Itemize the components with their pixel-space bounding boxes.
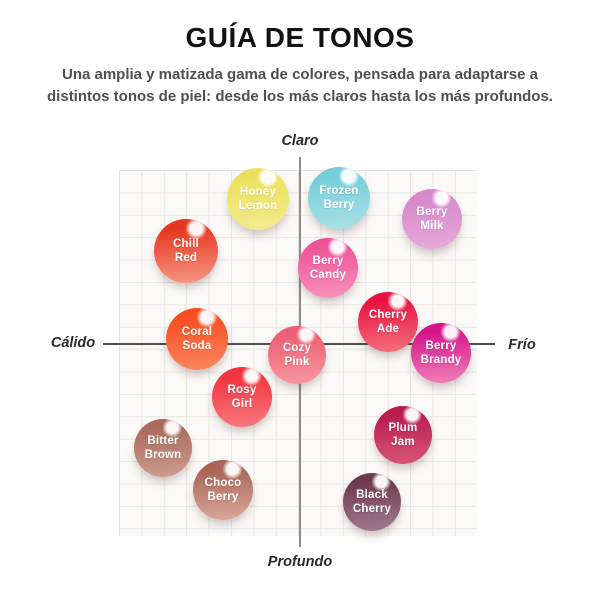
shade-label: Berry Candy [309,255,347,281]
shade-label: Bitter Brown [144,435,182,461]
shade-label: Chill Red [173,238,199,264]
shade-label: Choco Berry [204,477,242,503]
shade-label: Berry Milk [416,206,448,232]
page-subtitle: Una amplia y matizada gama de colores, p… [0,64,600,108]
shade-label: Plum Jam [388,422,418,448]
shade-bubble-bitter-brown: Bitter Brown [134,419,192,477]
axis-label-claro: Claro [281,133,319,149]
shade-bubble-frozen-berry: Frozen Berry [308,167,370,229]
shade-bubble-berry-candy: Berry Candy [298,238,358,298]
subtitle-line-1: Una amplia y matizada gama de colores, p… [61,66,539,83]
shade-label: Frozen Berry [319,185,359,211]
shade-bubble-berry-milk: Berry Milk [402,189,462,249]
shade-bubble-chill-red: Chill Red [154,219,218,283]
shade-label: Rosy Girl [227,384,257,410]
axis-label-profundo: Profundo [267,554,333,570]
shade-bubble-coral-soda: Coral Soda [166,308,228,370]
shade-label: Black Cherry [352,489,392,515]
shade-bubble-black-cherry: Black Cherry [343,473,401,531]
shade-label: Coral Soda [181,326,213,352]
shade-bubble-berry-brandy: Berry Brandy [411,323,471,383]
shade-label: Cherry Ade [368,309,408,335]
shade-bubble-choco-berry: Choco Berry [193,460,253,520]
shade-bubble-cozy-pink: Cozy Pink [268,326,326,384]
shade-label: Honey Lemon [238,186,278,212]
shade-bubble-honey-lemon: Honey Lemon [227,168,289,230]
shade-label: Berry Brandy [420,340,462,366]
shade-label: Cozy Pink [282,342,312,368]
axis-label-calido: Cálido [50,335,96,351]
axis-label-frio: Frío [508,337,536,353]
shade-bubble-cherry-ade: Cherry Ade [358,292,418,352]
shade-bubble-rosy-girl: Rosy Girl [212,367,272,427]
page-title: GUÍA DE TONOS [185,22,415,53]
shade-bubble-plum-jam: Plum Jam [374,406,432,464]
subtitle-line-2: distintos tonos de piel: desde los más c… [47,88,553,105]
